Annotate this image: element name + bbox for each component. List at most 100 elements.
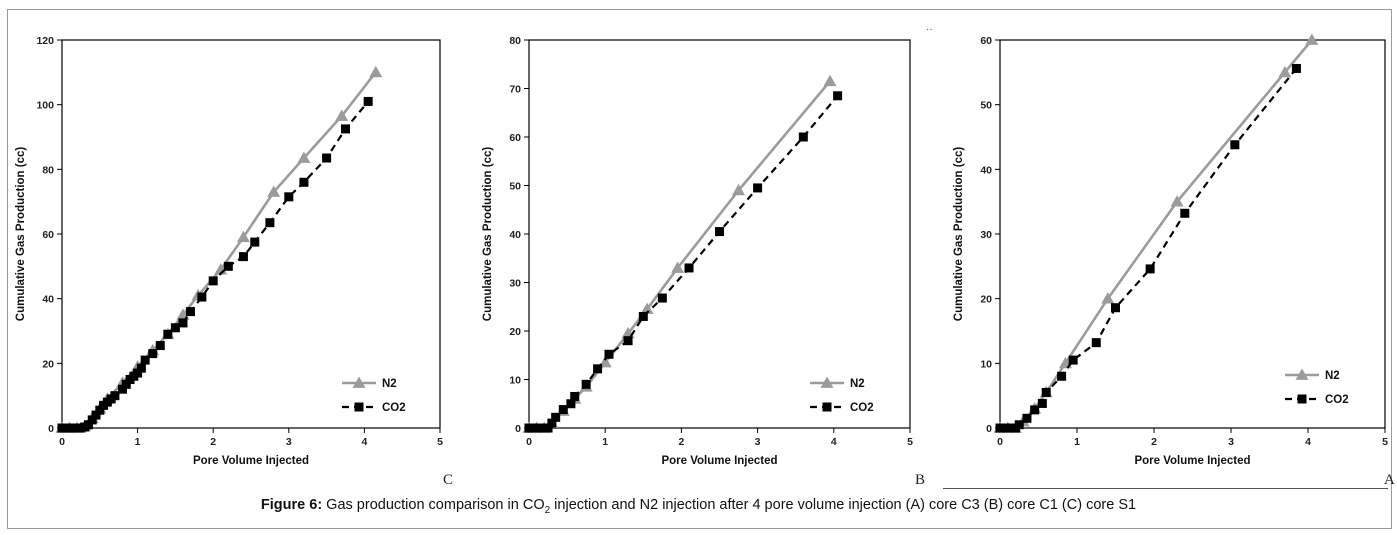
y-tick-label: 0	[48, 423, 54, 435]
data-point-co2	[551, 412, 561, 422]
data-point-co2	[341, 124, 350, 134]
data-point-n2	[335, 109, 349, 121]
legend-marker-n2	[352, 376, 366, 388]
y-tick-label: 20	[42, 358, 54, 370]
data-point-co2	[566, 399, 576, 409]
legend-marker-co2	[822, 402, 832, 412]
plot-area-border	[61, 39, 441, 429]
data-point-co2	[136, 363, 146, 373]
legend-label-co2: CO2	[382, 402, 406, 414]
legend-marker-n2	[820, 376, 834, 388]
chart-svg-b: 0 10 20 30 40 50 60 70 80 0 1 2 3 4 5 Pore Volume Injec…	[482, 35, 913, 467]
series-line-co2	[1000, 67, 1298, 430]
y-axis-title: Cumulative Gas Production (cc)	[15, 147, 27, 322]
x-tick-label: 1	[1074, 436, 1080, 448]
data-point-co2	[1068, 355, 1078, 365]
x-tick-label: 1	[602, 436, 608, 448]
caption-label: Figure 6:	[260, 497, 323, 513]
data-point-co2	[543, 423, 553, 433]
x-axis-title: Pore Volume Injected	[193, 455, 309, 467]
panel-letter-a: A	[1384, 472, 1395, 488]
data-point-co2	[581, 379, 591, 389]
data-point-co2	[91, 410, 101, 420]
data-point-co2	[558, 405, 568, 415]
y-tick-label: 80	[509, 35, 521, 47]
y-tick-label: 70	[509, 84, 521, 96]
data-point-co2	[1041, 387, 1051, 397]
data-point-co2	[1037, 398, 1047, 408]
x-tick-label: 4	[1305, 436, 1311, 448]
legend-label-n2: N2	[850, 378, 865, 390]
data-point-co2	[133, 368, 143, 378]
stray-mark: ··	[926, 24, 933, 35]
series-line-n2	[62, 71, 377, 430]
x-tick-label: 0	[59, 436, 65, 448]
data-point-co2	[117, 384, 127, 394]
legend-label-n2: N2	[1325, 370, 1340, 382]
data-point-co2	[1022, 413, 1032, 423]
data-point-co2	[208, 276, 218, 286]
y-tick-label: 40	[509, 229, 521, 241]
x-tick-label: 2	[210, 436, 216, 448]
data-point-co2	[148, 349, 158, 359]
y-tick-label: 30	[980, 229, 992, 241]
x-tick-label: 2	[678, 436, 684, 448]
data-point-co2	[95, 405, 105, 415]
x-tick-label: 4	[831, 436, 837, 448]
y-tick-label: 50	[509, 181, 521, 193]
chart-panel-b: 0 10 20 30 40 50 60 70 80 0 1 2 3 4 5 Pore Volume Injec…	[482, 18, 942, 478]
chart-panel-a: 0 10 20 30 40 50 60 0 1 2 3 4 5 Pore Volume Injected C…	[953, 18, 1395, 478]
series-line-n2	[1000, 39, 1313, 430]
data-point-n2	[369, 65, 383, 78]
y-tick-label: 50	[980, 100, 992, 112]
data-point-co2	[197, 292, 207, 302]
data-point-co2	[547, 418, 557, 428]
legend-label-co2: CO2	[850, 402, 874, 414]
caption-subscript: 2	[544, 504, 551, 516]
data-point-co2	[238, 252, 248, 262]
data-point-co2	[570, 391, 580, 401]
series-line-n2	[529, 80, 831, 430]
y-tick-label: 120	[36, 35, 54, 47]
data-point-co2	[1180, 208, 1190, 218]
data-point-co2	[140, 355, 150, 365]
x-tick-label: 3	[286, 436, 292, 448]
y-tick-label: 20	[509, 326, 521, 338]
data-point-co2	[1291, 63, 1301, 73]
x-tick-label: 5	[907, 436, 913, 448]
legend-marker-co2	[354, 402, 364, 412]
data-point-co2	[265, 218, 275, 228]
data-point-co2	[715, 227, 724, 237]
data-point-n2	[1305, 33, 1319, 45]
legend-marker-n2	[1295, 368, 1309, 380]
y-tick-label: 10	[980, 358, 992, 370]
series-line-co2	[62, 100, 370, 430]
caption-text-1: Gas production comparison in CO	[322, 497, 545, 513]
y-tick-label: 20	[980, 294, 992, 306]
panel-a-rule	[943, 488, 1388, 489]
data-point-co2	[657, 293, 667, 303]
x-tick-label: 5	[1382, 436, 1388, 448]
data-point-co2	[1111, 303, 1120, 313]
data-point-co2	[250, 237, 260, 247]
panel-letter-b: B	[915, 472, 926, 488]
chart-svg-c: 0 20 40 60 80 100 120 0 1 2 3 4 5 Pore Volume Injecte…	[15, 35, 443, 467]
y-tick-label: 40	[42, 294, 54, 306]
x-tick-label: 0	[526, 436, 532, 448]
y-tick-label: 60	[509, 132, 521, 144]
x-tick-label: 0	[997, 436, 1003, 448]
data-point-n2	[267, 185, 281, 197]
data-point-co2	[593, 364, 603, 374]
data-point-co2	[299, 177, 309, 187]
data-point-co2	[163, 329, 173, 339]
data-point-co2	[363, 96, 373, 106]
data-point-co2	[1091, 338, 1101, 348]
x-axis-title: Pore Volume Injected	[1134, 455, 1250, 467]
data-point-co2	[178, 318, 188, 328]
x-tick-label: 4	[361, 436, 367, 448]
y-tick-label: 60	[980, 35, 992, 47]
data-point-n2	[732, 183, 746, 196]
data-point-co2	[1014, 420, 1024, 430]
figure-frame	[7, 9, 1392, 529]
data-point-co2	[87, 415, 97, 425]
